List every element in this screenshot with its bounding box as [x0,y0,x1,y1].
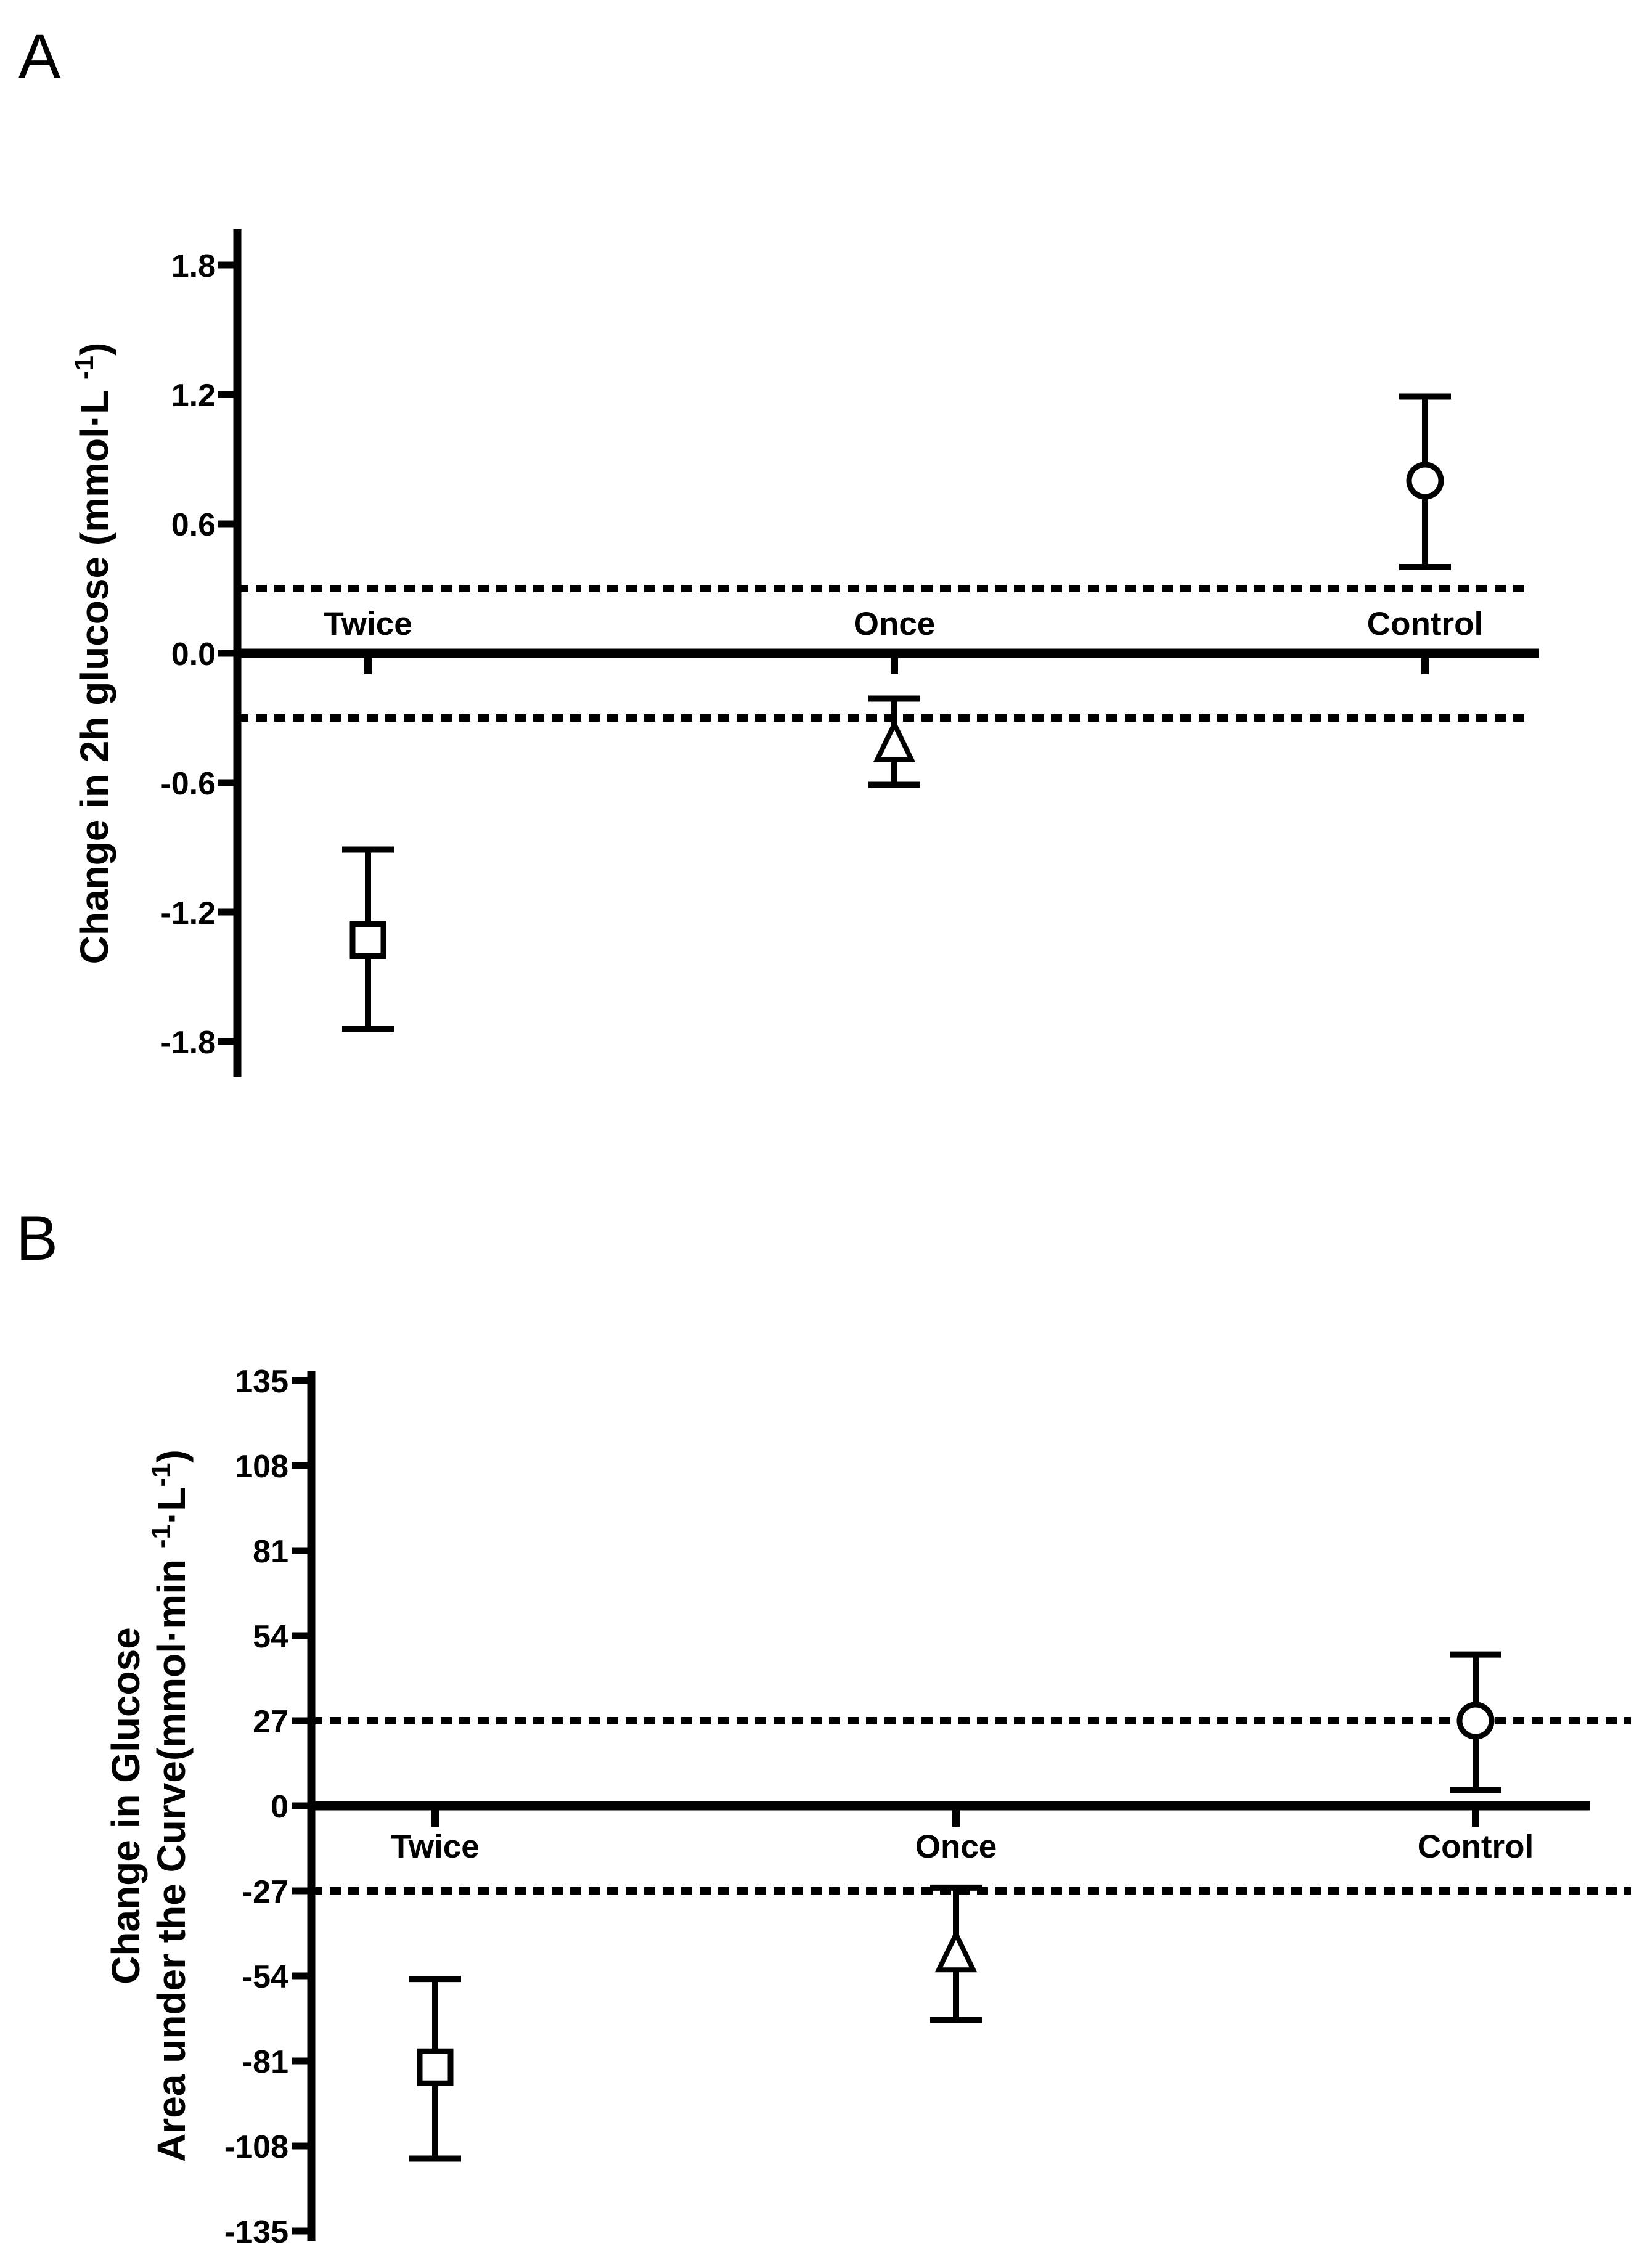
marker-triangle [873,718,916,762]
y-tick-label: 27 [253,1704,288,1740]
y-axis-title: Area under the Curve(mmol·min -1·L-1) [146,1450,194,2162]
y-tick-label: -54 [242,1959,288,1995]
data-point-once [930,1884,982,2023]
y-tick-label: 54 [253,1619,288,1655]
y-tick-label: 0.0 [171,637,216,672]
y-axis-title: Change in 2h glucose (mmol·L -1) [69,343,116,965]
panel-b-letter: B [16,1203,60,1273]
marker-square [349,921,386,959]
category-label: Control [1418,1829,1534,1865]
y-tick-label: 0 [271,1789,288,1825]
data-point-twice [342,846,394,1032]
y-tick-label: 81 [253,1534,288,1570]
panel-a: 1.8 1.2 0.6 0.0 -0.6 -1.2 -1.8 Twice Once Control… [69,229,1539,1077]
marker-square [417,2048,454,2086]
panel-b: 135 108 81 54 27 0 -27 -54 -81 -108 -135 Twice Once C… [104,1364,1631,2250]
y-tick-label: -0.6 [160,766,216,802]
data-point-twice [409,1976,461,2162]
panel-a-letter: A [18,21,62,91]
y-tick-label: 1.8 [171,248,216,284]
category-label: Twice [391,1829,479,1865]
y-tick-label: 1.2 [171,378,216,414]
data-point-control [1450,1651,1501,1793]
marker-circle [1406,462,1444,500]
y-tick-label: -81 [242,2044,288,2080]
marker-triangle [934,1928,978,1973]
y-tick-label: 108 [235,1449,288,1485]
marker-circle [1456,1702,1495,1740]
y-tick-label: -27 [242,1874,288,1910]
y-tick-label: -1.2 [160,895,216,931]
category-label: Once [854,606,936,642]
y-tick-label: 0.6 [171,507,216,543]
y-tick-label: -135 [224,2214,288,2250]
data-point-control [1399,393,1451,570]
category-label: Once [915,1829,997,1865]
y-tick-label: 135 [235,1364,288,1400]
y-tick-label: -108 [224,2129,288,2165]
y-tick-label: -1.8 [160,1025,216,1061]
y-axis-title: Change in Glucose [104,1627,148,1985]
category-label: Twice [324,606,412,642]
data-point-once [868,695,920,788]
category-label: Control [1367,606,1483,642]
